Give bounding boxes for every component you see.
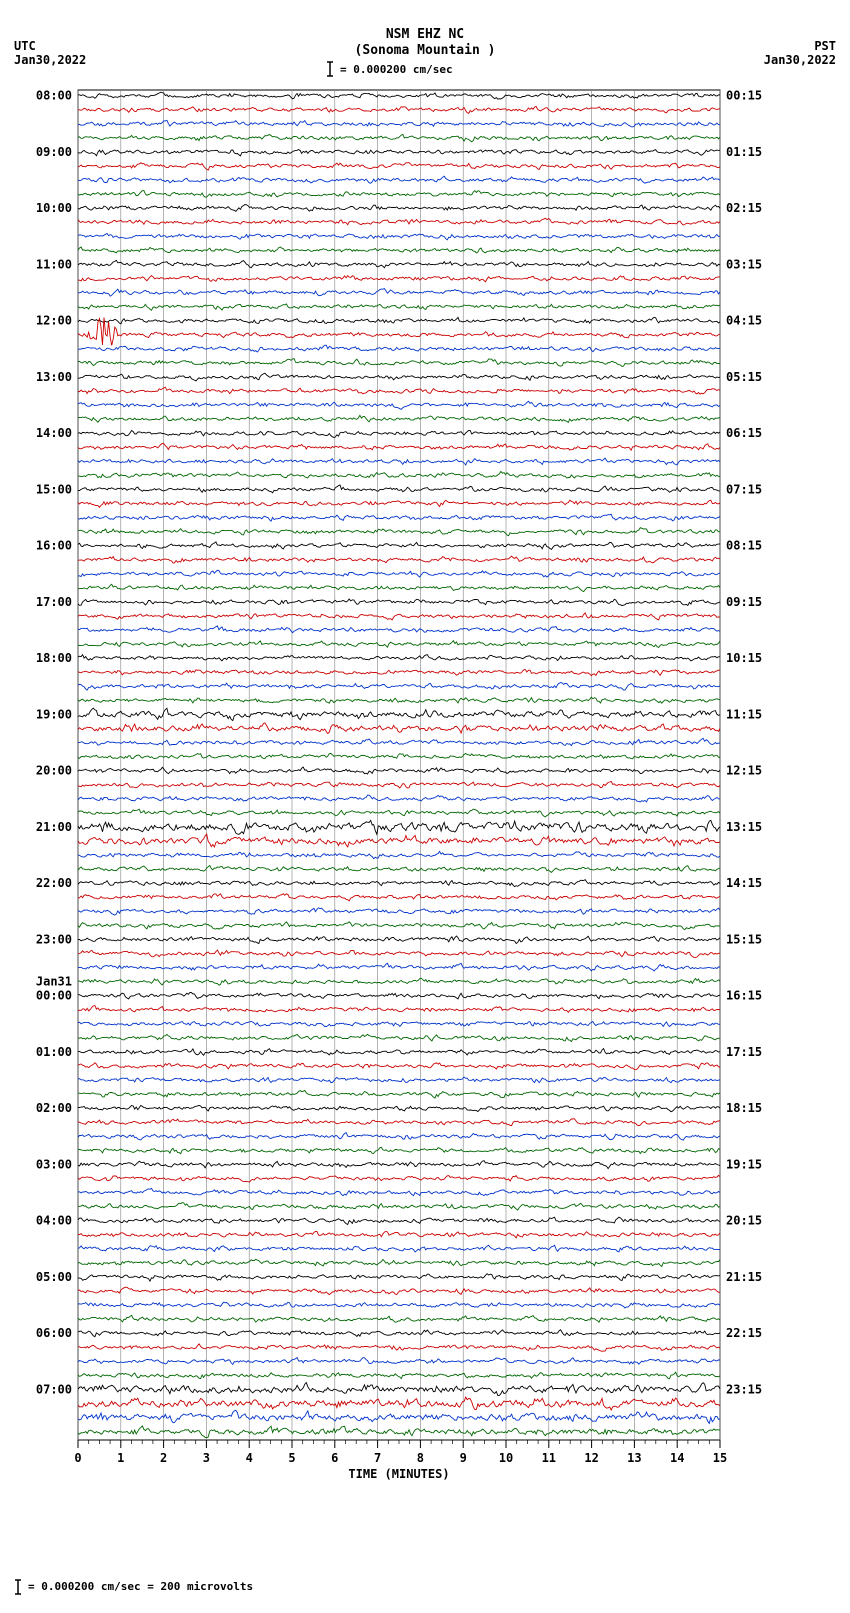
utc-time-label: 09:00	[36, 145, 72, 159]
utc-time-label: 01:00	[36, 1045, 72, 1059]
pst-time-label: 17:15	[726, 1045, 762, 1059]
pst-time-label: 07:15	[726, 482, 762, 496]
utc-time-label: 03:00	[36, 1157, 72, 1171]
left-tz: UTC	[14, 39, 36, 53]
pst-time-label: 15:15	[726, 932, 762, 946]
utc-time-label: 21:00	[36, 820, 72, 834]
utc-time-label: 11:00	[36, 257, 72, 271]
pst-time-label: 09:15	[726, 595, 762, 609]
x-tick-label: 8	[417, 1451, 424, 1465]
utc-time-label: 10:00	[36, 201, 72, 215]
x-tick-label: 11	[542, 1451, 556, 1465]
utc-time-label: 08:00	[36, 89, 72, 103]
x-tick-label: 13	[627, 1451, 641, 1465]
utc-time-label: 04:00	[36, 1214, 72, 1228]
utc-time-label: 17:00	[36, 595, 72, 609]
x-tick-label: 6	[331, 1451, 338, 1465]
x-tick-label: 2	[160, 1451, 167, 1465]
utc-time-label: 18:00	[36, 651, 72, 665]
pst-time-label: 05:15	[726, 370, 762, 384]
x-tick-label: 7	[374, 1451, 381, 1465]
x-axis-label: TIME (MINUTES)	[348, 1467, 449, 1481]
utc-time-label: 16:00	[36, 539, 72, 553]
x-tick-label: 9	[460, 1451, 467, 1465]
left-date: Jan30,2022	[14, 53, 86, 67]
pst-time-label: 19:15	[726, 1157, 762, 1171]
seismogram-svg: NSM EHZ NC(Sonoma Mountain ) = 0.000200 c…	[0, 0, 850, 1613]
station-code: NSM EHZ NC	[386, 27, 464, 42]
pst-time-label: 08:15	[726, 539, 762, 553]
utc-time-label: 14:00	[36, 426, 72, 440]
footer-scale: = 0.000200 cm/sec = 200 microvolts	[28, 1580, 253, 1593]
pst-time-label: 18:15	[726, 1101, 762, 1115]
pst-time-label: 22:15	[726, 1326, 762, 1340]
pst-time-label: 20:15	[726, 1214, 762, 1228]
right-tz: PST	[814, 39, 836, 53]
x-tick-label: 5	[288, 1451, 295, 1465]
x-tick-label: 4	[246, 1451, 253, 1465]
x-tick-label: 15	[713, 1451, 727, 1465]
utc-time-label: 06:00	[36, 1326, 72, 1340]
scale-label: = 0.000200 cm/sec	[340, 63, 453, 76]
utc-time-label: 15:00	[36, 482, 72, 496]
x-tick-label: 12	[584, 1451, 598, 1465]
pst-time-label: 16:15	[726, 989, 762, 1003]
pst-time-label: 06:15	[726, 426, 762, 440]
utc-time-label: 19:00	[36, 707, 72, 721]
station-name: (Sonoma Mountain )	[355, 43, 496, 58]
pst-time-label: 21:15	[726, 1270, 762, 1284]
pst-time-label: 10:15	[726, 651, 762, 665]
utc-time-label: 23:00	[36, 932, 72, 946]
utc-time-label: Jan31	[36, 975, 72, 989]
pst-time-label: 04:15	[726, 314, 762, 328]
utc-time-label: 00:00	[36, 989, 72, 1003]
pst-time-label: 00:15	[726, 89, 762, 103]
pst-time-label: 03:15	[726, 257, 762, 271]
utc-time-label: 07:00	[36, 1382, 72, 1396]
utc-time-label: 22:00	[36, 876, 72, 890]
pst-time-label: 23:15	[726, 1382, 762, 1396]
utc-time-label: 20:00	[36, 764, 72, 778]
pst-time-label: 01:15	[726, 145, 762, 159]
x-tick-label: 0	[74, 1451, 81, 1465]
pst-time-label: 13:15	[726, 820, 762, 834]
pst-time-label: 12:15	[726, 764, 762, 778]
x-tick-label: 14	[670, 1451, 684, 1465]
pst-time-label: 02:15	[726, 201, 762, 215]
utc-time-label: 05:00	[36, 1270, 72, 1284]
utc-time-label: 12:00	[36, 314, 72, 328]
utc-time-label: 13:00	[36, 370, 72, 384]
pst-time-label: 11:15	[726, 707, 762, 721]
x-tick-label: 3	[203, 1451, 210, 1465]
x-tick-label: 1	[117, 1451, 124, 1465]
x-tick-label: 10	[499, 1451, 513, 1465]
utc-time-label: 02:00	[36, 1101, 72, 1115]
seismogram-plot: NSM EHZ NC(Sonoma Mountain ) = 0.000200 c…	[0, 0, 850, 1613]
right-date: Jan30,2022	[764, 53, 836, 67]
pst-time-label: 14:15	[726, 876, 762, 890]
